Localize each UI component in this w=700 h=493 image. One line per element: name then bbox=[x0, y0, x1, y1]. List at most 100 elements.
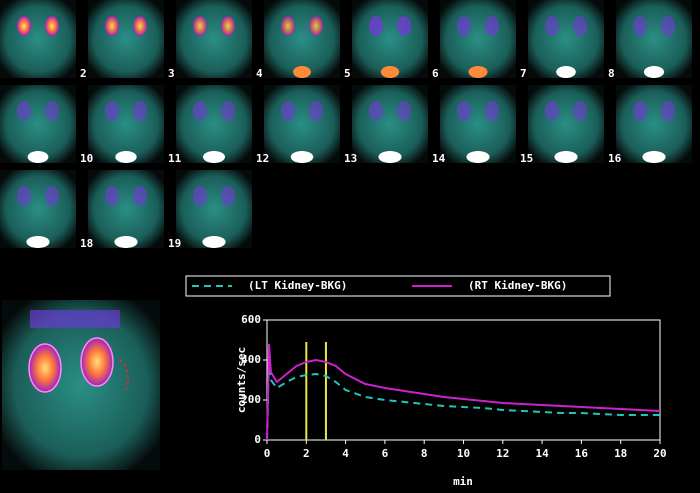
kidney bbox=[17, 186, 31, 206]
bladder bbox=[468, 66, 488, 78]
kidney bbox=[221, 101, 235, 121]
frame-image bbox=[264, 85, 340, 163]
kidney bbox=[221, 16, 235, 36]
kidney bbox=[397, 16, 411, 36]
bladder bbox=[115, 151, 137, 163]
kidney bbox=[573, 101, 587, 121]
bladder bbox=[202, 236, 226, 248]
frame-tile: 18 bbox=[80, 170, 164, 250]
frame-image bbox=[88, 0, 164, 78]
bladder bbox=[466, 151, 490, 163]
x-tick-label: 8 bbox=[421, 447, 428, 460]
x-tick-label: 4 bbox=[342, 447, 349, 460]
kidney bbox=[545, 16, 559, 36]
kidney bbox=[485, 16, 499, 36]
kidney bbox=[133, 186, 147, 206]
frame-tile: 15 bbox=[520, 85, 604, 165]
frame-image bbox=[0, 0, 76, 78]
x-axis-label: min bbox=[453, 475, 473, 488]
x-tick-label: 14 bbox=[535, 447, 549, 460]
legend-label: (RT Kidney-BKG) bbox=[468, 279, 567, 292]
kidney bbox=[193, 16, 207, 36]
y-axis-label: counts/sec bbox=[235, 347, 248, 413]
frame-image bbox=[352, 85, 428, 163]
frame-tile: 14 bbox=[432, 85, 516, 165]
series-line bbox=[266, 355, 660, 441]
frame-number: 5 bbox=[344, 67, 351, 80]
frame-tile: 19 bbox=[168, 170, 252, 250]
kidney bbox=[281, 101, 295, 121]
frame-number: 13 bbox=[344, 152, 357, 165]
kidney bbox=[573, 16, 587, 36]
frame-number: 18 bbox=[80, 237, 93, 250]
bladder bbox=[290, 151, 314, 163]
kidney bbox=[661, 101, 675, 121]
frame-image bbox=[0, 170, 76, 248]
kidney bbox=[193, 101, 207, 121]
frame-image bbox=[352, 0, 428, 78]
frame-image bbox=[264, 0, 340, 78]
bladder bbox=[26, 236, 50, 248]
frame-number: 7 bbox=[520, 67, 527, 80]
frame-image bbox=[616, 0, 692, 78]
kidney bbox=[369, 16, 383, 36]
frame-number: 2 bbox=[80, 67, 87, 80]
kidney bbox=[633, 101, 647, 121]
frame-number: 19 bbox=[168, 237, 181, 250]
legend-label: (LT Kidney-BKG) bbox=[248, 279, 347, 292]
kidney bbox=[105, 186, 119, 206]
frame-tile: 6 bbox=[432, 0, 516, 80]
kidney bbox=[309, 16, 323, 36]
kidney bbox=[193, 186, 207, 206]
kidney bbox=[397, 101, 411, 121]
frame-tile bbox=[0, 0, 76, 78]
kidney bbox=[221, 186, 235, 206]
bladder bbox=[643, 66, 665, 78]
x-tick-label: 6 bbox=[382, 447, 389, 460]
bladder bbox=[642, 151, 666, 163]
x-tick-label: 20 bbox=[653, 447, 666, 460]
frame-tile: 8 bbox=[608, 0, 692, 80]
legend-box bbox=[185, 275, 611, 297]
frame-number: 11 bbox=[168, 152, 182, 165]
y-tick-label: 400 bbox=[241, 353, 261, 366]
y-tick-label: 0 bbox=[254, 433, 261, 446]
x-tick-label: 2 bbox=[303, 447, 310, 460]
frame-image bbox=[176, 0, 252, 78]
frame-image bbox=[528, 85, 604, 163]
frame-image bbox=[440, 85, 516, 163]
bladder bbox=[203, 151, 225, 163]
frame-image bbox=[176, 85, 252, 163]
frame-image bbox=[440, 0, 516, 78]
kidney bbox=[281, 16, 295, 36]
frame-tile bbox=[0, 85, 76, 163]
kidney bbox=[309, 101, 323, 121]
frame-number: 6 bbox=[432, 67, 439, 80]
frame-tile: 16 bbox=[608, 85, 692, 165]
series-line bbox=[266, 343, 661, 441]
frame-tile bbox=[0, 170, 76, 248]
bladder bbox=[380, 66, 400, 78]
x-tick-label: 12 bbox=[496, 447, 509, 460]
frame-number: 3 bbox=[168, 67, 175, 80]
kidney bbox=[633, 16, 647, 36]
frame-number: 8 bbox=[608, 67, 615, 80]
kidney bbox=[485, 101, 499, 121]
frame-number: 4 bbox=[256, 67, 263, 80]
bladder bbox=[556, 66, 576, 78]
frame-image bbox=[176, 170, 252, 248]
frame-number: 12 bbox=[256, 152, 269, 165]
kidney bbox=[105, 101, 119, 121]
kidney bbox=[133, 16, 147, 36]
kidney bbox=[45, 16, 59, 36]
x-tick-label: 18 bbox=[614, 447, 627, 460]
x-tick-label: 10 bbox=[457, 447, 470, 460]
kidney bbox=[457, 101, 471, 121]
x-tick-label: 16 bbox=[575, 447, 589, 460]
frame-tile: 5 bbox=[344, 0, 428, 80]
y-tick-label: 600 bbox=[241, 313, 261, 326]
frame-tile: 13 bbox=[344, 85, 428, 165]
kidney bbox=[17, 16, 31, 36]
kidney bbox=[45, 101, 59, 121]
